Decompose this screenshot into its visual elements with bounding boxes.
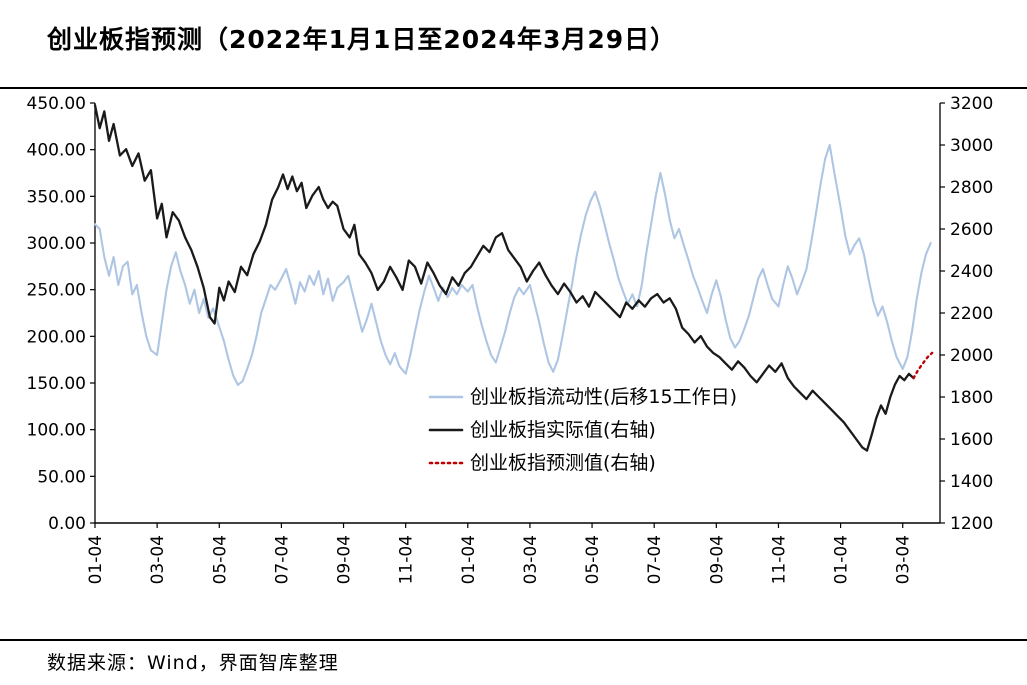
x-axis-label: 07-04 bbox=[272, 535, 292, 584]
legend-label: 创业板指流动性(后移15工作日) bbox=[470, 386, 737, 408]
right-axis-label: 2600 bbox=[950, 220, 993, 240]
x-axis-label: 01-04 bbox=[832, 535, 852, 584]
x-axis-label: 01-04 bbox=[459, 535, 479, 584]
x-axis-label: 09-04 bbox=[707, 535, 727, 584]
x-axis-label: 03-04 bbox=[148, 535, 168, 584]
left-axis-label: 300.00 bbox=[27, 234, 86, 254]
x-axis-label: 07-04 bbox=[645, 535, 665, 584]
right-axis-label: 2000 bbox=[950, 346, 993, 366]
right-axis-label: 1400 bbox=[950, 472, 993, 492]
x-axis-label: 11-04 bbox=[397, 535, 417, 584]
left-axis-label: 450.00 bbox=[27, 94, 86, 114]
left-axis-label: 0.00 bbox=[48, 514, 86, 534]
legend-label: 创业板指预测值(右轴) bbox=[470, 452, 656, 474]
left-axis-label: 50.00 bbox=[37, 467, 86, 487]
left-axis-label: 350.00 bbox=[27, 187, 86, 207]
x-axis-label: 03-04 bbox=[894, 535, 914, 584]
left-axis-label: 100.00 bbox=[27, 421, 86, 441]
legend-label: 创业板指实际值(右轴) bbox=[470, 419, 656, 441]
data-source-note: 数据来源：Wind，界面智库整理 bbox=[47, 652, 339, 674]
right-axis-label: 2800 bbox=[950, 178, 993, 198]
liquidity-series-line bbox=[93, 143, 932, 386]
x-axis-label: 03-04 bbox=[521, 535, 541, 584]
right-axis-label: 1200 bbox=[950, 514, 993, 534]
right-axis-label: 3000 bbox=[950, 136, 993, 156]
left-axis-label: 250.00 bbox=[27, 281, 86, 301]
x-axis-label: 11-04 bbox=[769, 535, 789, 584]
right-axis-label: 1600 bbox=[950, 430, 993, 450]
right-axis-label: 2200 bbox=[950, 304, 993, 324]
right-axis-label: 1800 bbox=[950, 388, 993, 408]
left-axis-label: 150.00 bbox=[27, 374, 86, 394]
x-axis-label: 05-04 bbox=[210, 535, 230, 584]
forecast-series-line bbox=[912, 351, 934, 380]
left-axis-label: 200.00 bbox=[27, 327, 86, 347]
actual-series-line bbox=[93, 103, 915, 452]
title-divider bbox=[0, 87, 1027, 89]
right-axis-label: 2400 bbox=[950, 262, 993, 282]
x-axis-label: 09-04 bbox=[335, 535, 355, 584]
right-axis-label: 3200 bbox=[950, 94, 993, 114]
x-axis-label: 01-04 bbox=[86, 535, 106, 584]
left-axis-label: 400.00 bbox=[27, 141, 86, 161]
chart-title: 创业板指预测（2022年1月1日至2024年3月29日） bbox=[47, 25, 677, 54]
x-axis-label: 05-04 bbox=[583, 535, 603, 584]
footer-divider bbox=[0, 639, 1027, 641]
